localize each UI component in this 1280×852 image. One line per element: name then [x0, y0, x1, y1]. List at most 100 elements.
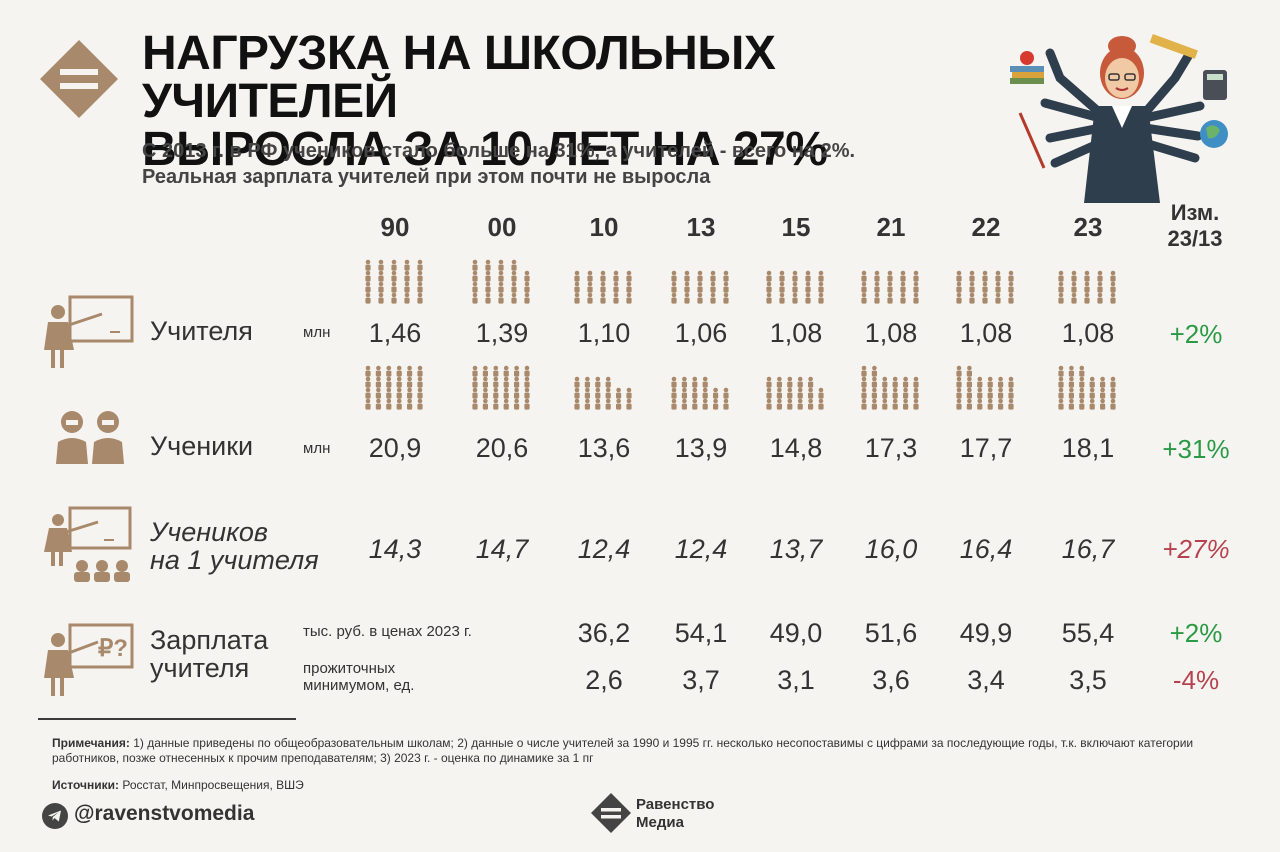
value-salary-min: 3,4 [967, 665, 1005, 695]
subtitle-line-1: С 2013 г. в РФ учеников стало больше на … [142, 140, 856, 162]
value-ratio: 14,7 [475, 534, 529, 564]
year-header: 15 [781, 212, 811, 242]
sources-label: Источники: [52, 778, 120, 792]
page-title: НАГРУЗКА НА ШКОЛЬНЫХ УЧИТЕЛЕЙ ВЫРОСЛА ЗА… [142, 30, 982, 174]
year-header: 22 [971, 212, 1001, 242]
svg-text:₽?: ₽? [98, 635, 128, 662]
value-salary-min: 3,5 [1069, 665, 1107, 695]
value-students: 20,6 [475, 433, 529, 463]
year-header: 10 [589, 212, 619, 242]
row-label-salary-line-2: учителя [150, 653, 250, 683]
brand-name: Равенство Медиа [636, 796, 714, 832]
title-line-1: НАГРУЗКА НА ШКОЛЬНЫХ УЧИТЕЛЕЙ [142, 27, 776, 128]
value-ratio: 16,4 [959, 534, 1013, 564]
value-students: 13,9 [674, 433, 728, 463]
value-teachers: 1,06 [674, 318, 728, 348]
students-pictogram [1058, 365, 1116, 410]
notes-text: 1) данные приведены по общеобразовательн… [52, 736, 1194, 765]
year-header: 90 [380, 212, 410, 242]
value-salary-min: 3,1 [777, 665, 815, 695]
subtitle-line-2: Реальная зарплата учителей при этом почт… [142, 166, 711, 188]
unit-salary-min-line-2: минимумом, ед. [303, 677, 415, 694]
ravenstvo-logo-icon [591, 793, 631, 833]
row-label-ratio: Учеников на 1 учителя [150, 518, 319, 574]
value-ratio: 13,7 [769, 534, 823, 564]
notes-divider [38, 718, 296, 720]
value-salary-rub: 54,1 [674, 618, 728, 648]
row-label-salary-line-1: Зарплата [150, 625, 269, 655]
telegram-handle-link[interactable]: @ravenstvomedia [74, 802, 255, 825]
value-teachers: 1,08 [959, 318, 1013, 348]
multi-armed-teacher-icon [1010, 34, 1228, 203]
value-students: 18,1 [1061, 433, 1115, 463]
unit-salary-min: прожиточных минимумом, ед. [303, 660, 414, 694]
value-salary-rub: 36,2 [577, 618, 631, 648]
year-header: 00 [487, 212, 517, 242]
students-pictogram [861, 365, 919, 410]
change-header: Изм. 23/13 [1150, 200, 1240, 252]
telegram-icon [42, 803, 68, 829]
teachers-pictogram [472, 259, 530, 304]
row-label-ratio-line-2: на 1 учителя [150, 545, 319, 575]
teachers-pictogram [956, 270, 1014, 304]
teacher-with-pupils-icon [44, 506, 132, 582]
teacher-at-board-icon [44, 295, 134, 368]
teachers-pictogram [671, 270, 729, 304]
row-label-students: Ученики [150, 431, 254, 461]
change-salary-rub: +2% [1169, 618, 1223, 648]
students-pictogram [956, 365, 1014, 410]
change-students: +31% [1162, 434, 1230, 464]
teachers-pictogram [766, 270, 824, 304]
value-salary-rub: 49,9 [959, 618, 1013, 648]
teachers-pictogram [1058, 270, 1116, 304]
row-label-ratio-line-1: Учеников [150, 517, 268, 547]
teachers-pictogram [365, 259, 423, 304]
sources-text: Росстат, Минпросвещения, ВШЭ [122, 778, 304, 792]
value-salary-rub: 55,4 [1061, 618, 1115, 648]
value-students: 17,3 [864, 433, 918, 463]
value-teachers: 1,39 [475, 318, 529, 348]
value-ratio: 16,7 [1061, 534, 1115, 564]
unit-students: млн [303, 440, 331, 457]
year-header: 23 [1073, 212, 1103, 242]
value-ratio: 12,4 [674, 534, 728, 564]
teachers-pictogram [574, 270, 632, 304]
notes-label: Примечания: [52, 736, 130, 750]
value-teachers: 1,08 [864, 318, 918, 348]
change-header-line-2: 23/13 [1167, 226, 1223, 251]
students-pictogram [574, 376, 632, 410]
value-teachers: 1,46 [368, 318, 422, 348]
students-pictogram [472, 365, 530, 410]
year-header: 13 [686, 212, 716, 242]
value-students: 17,7 [959, 433, 1013, 463]
sources: Источники: Росстат, Минпросвещения, ВШЭ [52, 778, 304, 792]
teacher-salary-board-icon: ₽? [44, 623, 134, 696]
year-header: 21 [876, 212, 906, 242]
change-teachers: +2% [1169, 319, 1223, 349]
value-teachers: 1,08 [1061, 318, 1115, 348]
students-pictogram [766, 376, 824, 410]
value-salary-min: 2,6 [585, 665, 623, 695]
change-header-line-1: Изм. [1170, 200, 1220, 225]
notes: Примечания: 1) данные приведены по общео… [52, 736, 1232, 766]
value-salary-min: 3,7 [682, 665, 720, 695]
unit-teachers: млн [303, 324, 331, 341]
row-label-teachers: Учителя [150, 316, 253, 346]
brand-line-2: Медиа [636, 814, 684, 831]
value-students: 13,6 [577, 433, 631, 463]
unit-salary-rub: тыс. руб. в ценах 2023 г. [303, 623, 472, 640]
value-ratio: 14,3 [368, 534, 422, 564]
unit-salary-min-line-1: прожиточных [303, 660, 396, 677]
students-pictogram [671, 376, 729, 410]
row-label-salary: Зарплата учителя [150, 626, 268, 682]
value-salary-min: 3,6 [872, 665, 910, 695]
brand-line-1: Равенство [636, 796, 715, 813]
page-subtitle: С 2013 г. в РФ учеников стало больше на … [142, 138, 1042, 190]
change-ratio: +27% [1162, 534, 1230, 564]
title-line-2: ВЫРОСЛА ЗА 10 ЛЕТ НА 27% [142, 123, 828, 176]
change-salary-min: -4% [1172, 665, 1220, 695]
value-students: 20,9 [368, 433, 422, 463]
value-salary-rub: 51,6 [864, 618, 918, 648]
value-teachers: 1,08 [769, 318, 823, 348]
value-ratio: 12,4 [577, 534, 631, 564]
